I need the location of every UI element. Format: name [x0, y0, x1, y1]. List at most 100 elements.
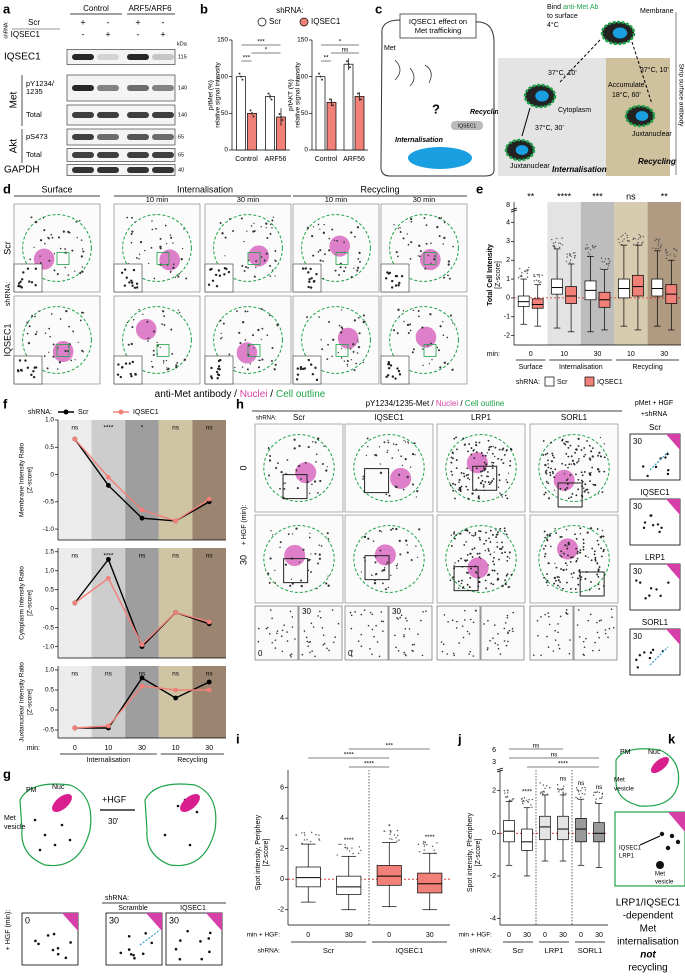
puncta	[257, 640, 260, 643]
puncta	[271, 269, 274, 271]
puncta	[449, 314, 452, 317]
puncta	[383, 568, 386, 572]
puncta	[581, 480, 584, 483]
puncta	[353, 267, 355, 269]
puncta	[243, 269, 246, 272]
puncta	[564, 443, 567, 446]
puncta	[131, 230, 134, 233]
outlier	[608, 262, 610, 265]
panel-letter: d	[3, 181, 11, 196]
puncta	[301, 267, 305, 270]
nucleus-corner	[666, 629, 680, 645]
caption: anti-Met antibody / Nuclei / Cell outlin…	[155, 389, 326, 400]
significance: *	[388, 823, 391, 830]
puncta	[459, 532, 462, 535]
puncta	[569, 639, 571, 641]
puncta	[557, 623, 559, 625]
label: 30	[633, 567, 642, 576]
bar	[315, 76, 326, 151]
outlier	[526, 276, 529, 278]
puncta	[550, 460, 554, 463]
outlier	[660, 244, 663, 246]
vesicle	[141, 952, 145, 956]
puncta	[293, 447, 296, 450]
y-tick-label: 150	[297, 37, 308, 44]
puncta	[152, 354, 155, 357]
bar	[247, 112, 257, 151]
puncta	[497, 632, 499, 635]
puncta	[341, 327, 344, 330]
outlier	[569, 252, 571, 255]
puncta	[421, 654, 424, 657]
puncta	[384, 277, 388, 280]
puncta	[403, 634, 405, 636]
label: 30	[238, 555, 248, 565]
x-tick-label: 30	[205, 745, 213, 752]
puncta	[473, 547, 476, 550]
puncta	[597, 576, 600, 578]
puncta	[582, 548, 585, 551]
caption-part: Cell outline	[276, 389, 326, 400]
puncta	[584, 453, 587, 456]
puncta	[120, 271, 124, 274]
puncta	[266, 237, 269, 240]
outlier	[311, 831, 313, 834]
box	[551, 278, 563, 295]
label: -	[162, 17, 165, 27]
label: GAPDH	[4, 165, 40, 176]
y-tick-label: -2	[504, 332, 510, 339]
label: LRP1/IQSEC1	[616, 898, 681, 909]
puncta	[308, 278, 311, 281]
y-tick-label: 0.5	[45, 687, 54, 694]
outlier	[657, 240, 660, 242]
puncta	[571, 493, 574, 495]
puncta	[271, 227, 273, 229]
puncta	[317, 250, 320, 253]
series-point	[139, 507, 145, 513]
puncta	[577, 445, 580, 447]
puncta	[130, 374, 133, 378]
puncta	[286, 459, 289, 461]
series-point	[139, 642, 145, 648]
puncta	[442, 334, 445, 336]
outlier	[553, 245, 555, 247]
puncta	[492, 445, 495, 448]
label: +	[105, 29, 110, 39]
condition-band	[192, 548, 226, 658]
puncta	[430, 262, 432, 265]
box	[376, 865, 402, 886]
nucleus-corner	[666, 434, 680, 450]
outlier	[666, 251, 668, 254]
puncta	[399, 230, 402, 233]
replicate-dot	[347, 63, 350, 66]
puncta	[455, 534, 457, 537]
cell-outline	[389, 214, 459, 282]
puncta	[430, 242, 432, 245]
y-tick-label: 2	[506, 257, 510, 264]
label: IQSEC1 effect on	[409, 17, 467, 26]
puncta	[493, 569, 496, 572]
puncta	[452, 245, 454, 248]
significance: ***	[385, 743, 393, 750]
puncta	[387, 366, 391, 370]
puncta	[544, 613, 546, 616]
puncta	[396, 332, 399, 335]
puncta	[48, 259, 51, 262]
label: Internalisation	[177, 184, 233, 194]
puncta	[509, 460, 512, 462]
nucleus	[415, 326, 437, 348]
puncta	[478, 556, 481, 559]
puncta	[591, 447, 594, 450]
puncta	[358, 251, 361, 255]
outlier	[565, 792, 567, 795]
puncta	[462, 437, 465, 440]
outlier	[397, 834, 399, 837]
puncta	[210, 376, 214, 380]
puncta	[478, 441, 481, 444]
nucleus	[52, 340, 74, 363]
puncta	[232, 229, 234, 232]
vesicle	[643, 521, 647, 524]
puncta	[52, 343, 55, 346]
puncta	[325, 582, 328, 585]
